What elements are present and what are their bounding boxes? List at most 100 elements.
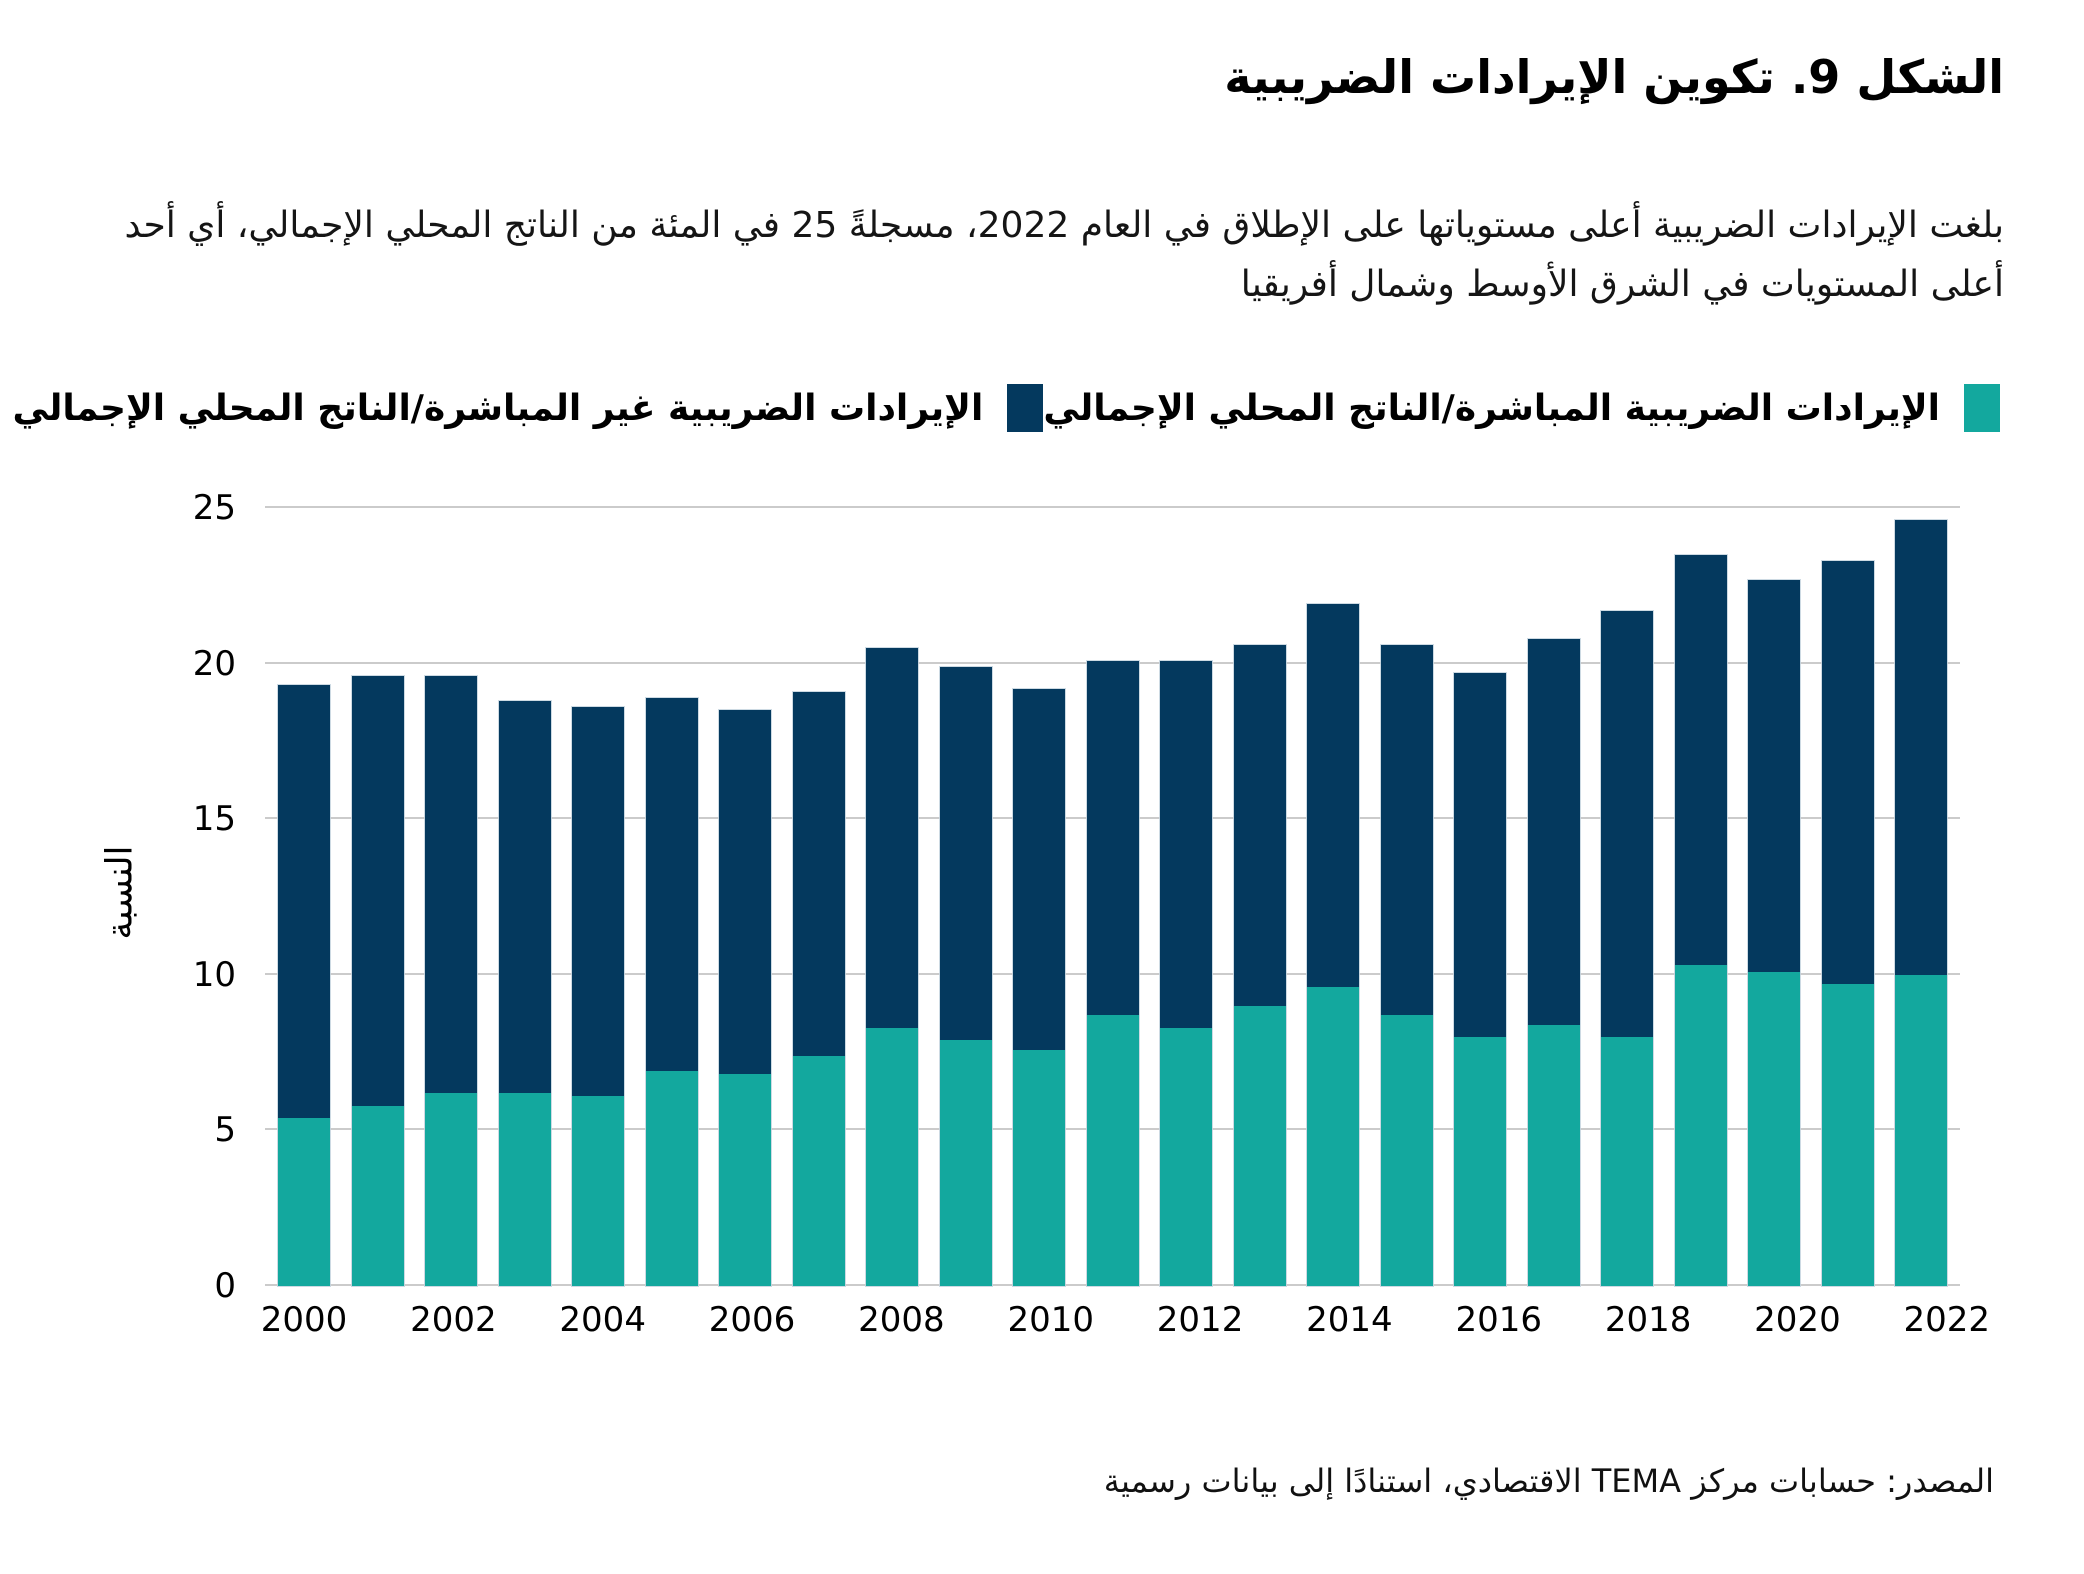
bar-2017-indirect-segment [1527,638,1580,1025]
bar-2016-direct-segment [1454,1037,1506,1286]
y-tick-label-5: 5 [214,1110,236,1151]
bar-2014-indirect-segment [1307,604,1359,988]
bar-2002 [425,676,477,1286]
bar-2003-direct-segment [498,1093,551,1286]
x-tick-label-2009 [950,1300,1002,1340]
bar-2022-indirect-segment [1895,520,1947,975]
y-axis-ticks: 0 5 10 15 20 25 [150,488,236,1306]
bar-2015-indirect-segment [1380,644,1433,1016]
bar-2018-indirect-segment [1601,610,1653,1038]
x-tick-label-2005 [651,1300,703,1340]
bar-2011-direct-segment [1086,1015,1139,1286]
bar-2016-indirect-segment [1454,672,1506,1038]
bar-2012-indirect-segment [1160,660,1212,1028]
x-tick-label-2008: 2008 [858,1300,945,1340]
x-tick-label-2004: 2004 [559,1300,646,1340]
bar-2011 [1086,660,1139,1286]
legend-label-indirect: الإيرادات الضريبية غير المباشرة/الناتج ا… [12,387,984,429]
y-tick-label-20: 20 [192,643,236,684]
bar-2010 [1013,688,1065,1286]
bar-2005-direct-segment [645,1071,698,1286]
y-tick-label-10: 10 [192,954,236,995]
bar-2006-direct-segment [719,1074,771,1286]
x-tick-label-2013 [1249,1300,1301,1340]
x-axis-ticks: 2000 2002 2004 2006 2008 2010 2012 2014 2016 2018… [260,1300,1990,1340]
bar-2020 [1748,579,1800,1286]
direct-tax-swatch-icon [1964,384,2000,432]
x-tick-label-2011 [1099,1300,1151,1340]
bar-2000-indirect-segment [278,685,330,1118]
bar-2004 [572,707,624,1286]
bar-2015 [1380,644,1433,1286]
x-tick-label-2015 [1398,1300,1450,1340]
bar-2002-direct-segment [425,1093,477,1286]
bar-2005-indirect-segment [645,697,698,1072]
bar-2011-indirect-segment [1086,660,1139,1016]
bar-2008-direct-segment [866,1027,918,1286]
bar-2000 [278,685,330,1286]
bar-2008 [866,648,918,1286]
bar-2022 [1895,520,1947,1286]
bar-2017 [1527,638,1580,1286]
bar-2014-direct-segment [1307,987,1359,1286]
bar-2005 [645,697,698,1286]
x-tick-label-2007 [801,1300,853,1340]
bar-2004-indirect-segment [572,707,624,1097]
bar-2007-direct-segment [792,1055,845,1286]
x-tick-label-2003 [502,1300,554,1340]
bar-2001 [351,676,404,1286]
bar-2007-indirect-segment [792,691,845,1056]
y-tick-label-15: 15 [192,799,236,840]
bar-2002-indirect-segment [425,676,477,1094]
x-tick-label-2017 [1547,1300,1599,1340]
bar-2012-direct-segment [1160,1027,1212,1286]
x-tick-label-2001 [353,1300,405,1340]
legend-label-direct: الإيرادات الضريبية المباشرة/الناتج المحل… [1043,387,1940,429]
x-tick-label-2018: 2018 [1604,1300,1692,1340]
bar-2016 [1454,672,1506,1286]
bar-2007 [792,691,845,1286]
bar-2006-indirect-segment [719,710,771,1075]
bar-2009-indirect-segment [939,666,992,1041]
bar-2000-direct-segment [278,1117,330,1286]
legend: الإيرادات الضريبية المباشرة/الناتج المحل… [12,384,2000,432]
source-note: المصدر: حسابات مركز TEMA الاقتصادي، استن… [1103,1462,1994,1500]
x-tick-label-2012: 2012 [1156,1300,1244,1340]
bar-2021-indirect-segment [1821,560,1874,985]
bar-2022-direct-segment [1895,974,1947,1286]
x-tick-label-2002: 2002 [410,1300,497,1340]
bar-2008-indirect-segment [866,648,918,1028]
legend-item-direct: الإيرادات الضريبية المباشرة/الناتج المحل… [1043,384,2000,432]
bar-2006 [719,710,771,1286]
bar-2001-direct-segment [351,1105,404,1286]
bar-2015-direct-segment [1380,1015,1433,1286]
bar-2013-direct-segment [1233,1005,1286,1286]
bar-2018 [1601,610,1653,1286]
bar-2021-direct-segment [1821,984,1874,1286]
x-tick-label-2016: 2016 [1455,1300,1543,1340]
bar-2017-direct-segment [1527,1024,1580,1286]
figure-title: الشكل 9. تكوين الإيرادات الضريبية [1224,50,2004,104]
bar-2012 [1160,660,1212,1286]
bar-2018-direct-segment [1601,1037,1653,1286]
bar-2010-indirect-segment [1013,688,1065,1050]
bar-2020-indirect-segment [1748,579,1800,972]
bar-2013 [1233,644,1286,1286]
bar-2003 [498,700,551,1286]
y-tick-label-0: 0 [214,1266,236,1306]
x-tick-label-2020: 2020 [1754,1300,1841,1340]
gridline-25 [265,506,1960,508]
bar-2013-indirect-segment [1233,644,1286,1006]
bar-2019-direct-segment [1674,965,1727,1286]
indirect-tax-swatch-icon [1007,384,1044,432]
bar-2001-indirect-segment [351,676,404,1106]
y-axis-title: النسبة [99,845,141,940]
chart-plot-area [265,506,1960,1286]
bar-2020-direct-segment [1748,971,1800,1286]
bar-2009 [939,666,992,1286]
bar-2004-direct-segment [572,1096,624,1286]
x-tick-label-2000: 2000 [260,1300,348,1340]
bar-2019-indirect-segment [1674,554,1727,966]
x-tick-label-2019 [1697,1300,1749,1340]
